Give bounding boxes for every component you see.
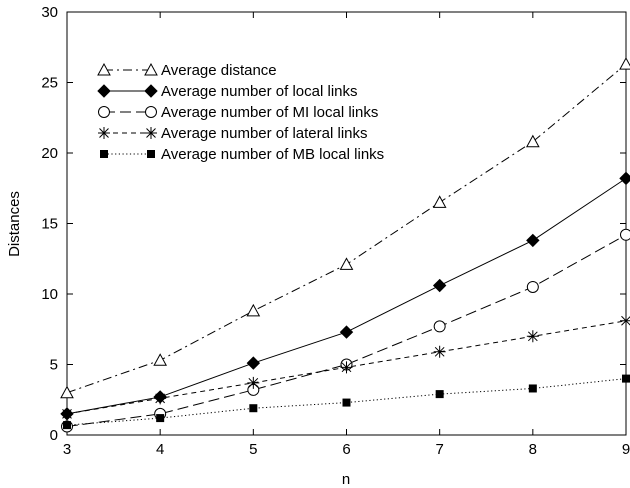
x-tick-label: 4 xyxy=(156,441,164,458)
legend-marker xyxy=(98,127,110,139)
data-point xyxy=(433,345,446,358)
data-point xyxy=(247,376,260,389)
legend-marker xyxy=(144,62,158,76)
legend-marker xyxy=(97,84,111,98)
y-tick-label: 15 xyxy=(41,216,58,233)
series-line xyxy=(66,177,627,415)
x-axis-title: n xyxy=(342,471,350,488)
data-point xyxy=(620,228,630,241)
x-tick-label: 9 xyxy=(622,441,630,458)
data-point xyxy=(528,384,537,393)
x-tick-label: 3 xyxy=(63,441,71,458)
y-tick-label: 25 xyxy=(41,75,58,92)
legend-label: Average number of MI local links xyxy=(161,104,378,121)
legend-label: Average number of local links xyxy=(161,83,358,100)
data-point xyxy=(432,195,447,208)
data-point xyxy=(526,233,540,248)
data-point xyxy=(340,361,353,374)
data-point xyxy=(339,325,354,339)
x-tick-label: 5 xyxy=(249,441,257,458)
data-point xyxy=(620,314,630,327)
data-point xyxy=(525,134,540,148)
x-tick-label: 6 xyxy=(342,441,350,458)
data-point xyxy=(60,385,74,399)
y-tick-label: 10 xyxy=(41,286,58,303)
legend-marker xyxy=(100,150,108,158)
data-point xyxy=(339,257,354,270)
x-tick-label: 7 xyxy=(435,441,443,458)
data-point xyxy=(154,392,167,405)
data-point xyxy=(526,280,539,293)
x-tick-label: 8 xyxy=(529,441,537,458)
legend-marker xyxy=(98,106,110,118)
y-tick-label: 20 xyxy=(41,145,58,162)
data-point xyxy=(432,278,447,293)
data-point xyxy=(246,356,261,370)
y-tick-label: 5 xyxy=(50,357,58,374)
data-point xyxy=(153,353,168,366)
y-tick-label: 30 xyxy=(41,4,58,21)
data-point xyxy=(619,57,630,70)
legend-label: Average number of lateral links xyxy=(161,125,368,142)
data-point xyxy=(619,171,630,186)
data-point xyxy=(246,303,261,317)
legend-marker xyxy=(145,127,157,139)
data-point xyxy=(622,374,630,383)
axis-ticks: 3 4 5 6 7 8 9 0 5 10 15 20 25 30 xyxy=(41,4,630,458)
legend: Average distance Average number of local … xyxy=(97,62,384,163)
data-point xyxy=(249,404,258,413)
legend-marker xyxy=(97,62,111,76)
series-markers xyxy=(60,57,630,433)
data-point xyxy=(342,398,351,407)
data-point xyxy=(526,330,539,343)
legend-marker xyxy=(147,150,155,158)
y-axis-title: Distances xyxy=(6,191,23,257)
legend-marker xyxy=(144,84,158,98)
data-point xyxy=(63,421,71,430)
legend-label: Average number of MB local links xyxy=(161,146,384,163)
y-tick-label: 0 xyxy=(50,427,58,444)
data-point xyxy=(156,414,165,423)
data-point xyxy=(435,390,444,399)
data-point xyxy=(61,407,73,420)
data-point xyxy=(433,320,446,333)
legend-label: Average distance xyxy=(161,62,277,79)
legend-marker xyxy=(145,106,157,118)
